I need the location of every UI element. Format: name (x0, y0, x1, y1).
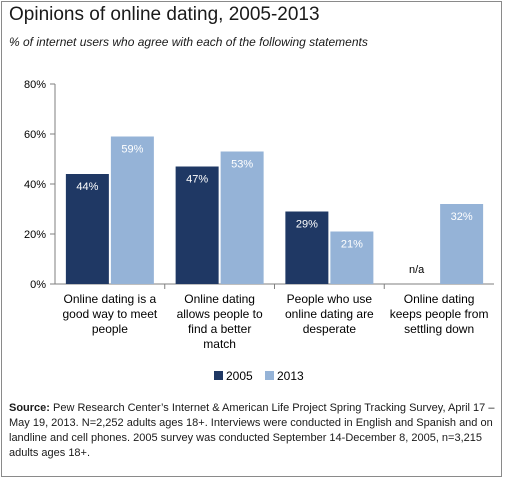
category-label: people (92, 322, 128, 336)
y-tick-label: 40% (24, 179, 46, 191)
source-text: Pew Research Center’s Internet & America… (9, 402, 495, 459)
legend-swatch-2013 (265, 371, 274, 380)
source-label: Source: (9, 402, 50, 414)
legend-label-2005: 2005 (226, 369, 253, 383)
category-label: online dating are (285, 307, 374, 321)
category-label: keeps people from (390, 307, 489, 321)
bar-2005 (285, 211, 329, 284)
data-label: 53% (231, 159, 253, 171)
y-tick-label: 60% (24, 129, 46, 141)
category-label: allows people to (177, 307, 263, 321)
bar-2013 (220, 151, 264, 284)
bar-chart: 0% 20% 40% 60% 80% 44% 59% Online dating is ago… (24, 79, 494, 383)
category-label: find a better (188, 322, 251, 336)
bar-2013 (440, 204, 484, 284)
category-label: Online dating (184, 292, 255, 306)
y-tick-label: 20% (24, 229, 46, 241)
bar-2013 (330, 231, 374, 284)
y-tick-label: 80% (24, 79, 46, 91)
bar-2005 (65, 174, 109, 284)
category-label: People who use (287, 292, 373, 306)
legend-swatch-2005 (214, 371, 223, 380)
category-label: Online dating is a (64, 292, 157, 306)
bar-2005 (175, 166, 219, 284)
data-label: 47% (186, 174, 208, 186)
data-label: 21% (341, 239, 363, 251)
chart-title: Opinions of online dating, 2005-2013 (9, 4, 320, 25)
data-label: 32% (451, 211, 473, 223)
y-tick-label: 0% (30, 279, 46, 291)
data-label: 59% (121, 144, 143, 156)
category-label: desperate (303, 322, 357, 336)
source-note: Source: Pew Research Center’s Internet &… (9, 401, 497, 461)
data-label-na: n/a (409, 264, 425, 276)
category-label: good way to meet (63, 307, 158, 321)
bar-2013 (110, 136, 154, 284)
data-label: 29% (296, 219, 318, 231)
data-label: 44% (76, 181, 98, 193)
category-label: match (203, 337, 236, 351)
category-label: Online dating (404, 292, 475, 306)
legend-label-2013: 2013 (277, 369, 304, 383)
chart-subtitle: % of internet users who agree with each … (9, 35, 368, 49)
category-label: settling down (404, 322, 474, 336)
